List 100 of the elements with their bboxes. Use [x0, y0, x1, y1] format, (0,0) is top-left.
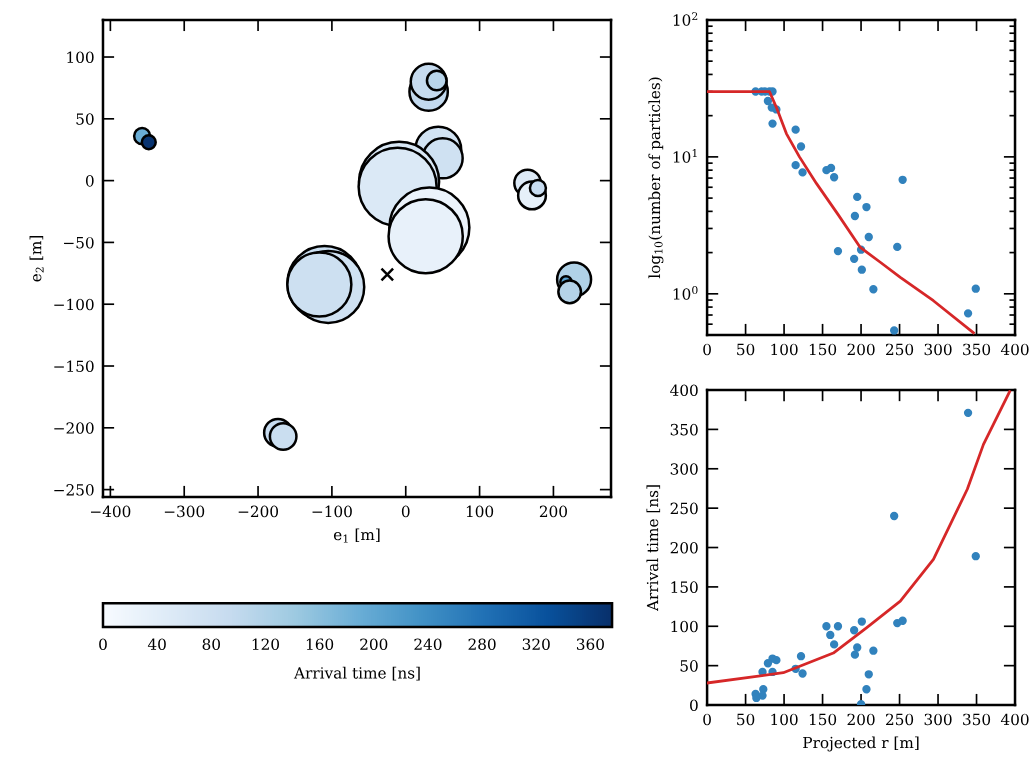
x-tick-label: 300	[924, 713, 952, 726]
point	[850, 650, 860, 659]
y-axis-title: log$_{10}$(number of particles)	[648, 77, 664, 279]
x-tick-label: −100	[312, 505, 352, 518]
x-tick-label: 200	[847, 343, 875, 356]
y-tick-label: 150	[671, 581, 698, 593]
point	[826, 630, 835, 640]
x-tick-label: 100	[771, 343, 798, 356]
point	[798, 168, 807, 177]
point	[763, 659, 773, 668]
point	[864, 670, 873, 679]
x-tick-label: 250	[886, 343, 914, 356]
y-tick-label: 100	[671, 620, 698, 633]
point	[857, 617, 866, 626]
point	[850, 211, 860, 221]
y-tick-label: 0	[690, 699, 698, 712]
x-tick-label: 50	[737, 343, 755, 356]
x-tick-label: −400	[91, 505, 131, 518]
y-tick-label: 50	[680, 660, 698, 672]
x-tick-label: 400	[1000, 343, 1029, 356]
y-tick-label: 300	[670, 463, 698, 475]
y-tick-label: 10$^{2}$	[673, 12, 698, 26]
point	[889, 326, 899, 335]
color-bar-label: 40	[147, 638, 166, 650]
y-tick-label: 10$^{1}$	[673, 149, 697, 163]
color-bar-title: Arrival time [ns]	[293, 666, 420, 681]
point	[791, 125, 800, 134]
y-tick-label: −200	[54, 422, 94, 434]
point	[963, 309, 973, 318]
x-tick-label: 150	[809, 343, 837, 356]
x-tick-label: 50	[737, 713, 755, 726]
point	[833, 622, 843, 631]
y-tick-label: 10$^{0}$	[673, 286, 698, 300]
y-tick-label: 400	[670, 384, 698, 397]
point	[963, 408, 973, 418]
point	[898, 175, 907, 184]
y-tick-label: −250	[54, 484, 94, 496]
color-bar-label: 280	[468, 638, 496, 650]
x-tick-label: 350	[963, 713, 991, 726]
point	[763, 96, 773, 106]
x-tick-label: 250	[886, 713, 914, 726]
y-tick-label: −150	[54, 360, 94, 373]
point	[857, 265, 866, 274]
point	[853, 192, 862, 202]
color-bar-label: 240	[414, 638, 442, 650]
color-bar-label: 360	[576, 638, 604, 650]
point	[833, 246, 843, 256]
point	[829, 173, 839, 182]
color-bar-label: 120	[252, 638, 280, 650]
x-tick-label: 0	[703, 343, 711, 356]
x-tick-label: 200	[539, 505, 567, 518]
x-tick-label: −200	[238, 505, 279, 518]
color-bar-label: 0	[99, 638, 107, 650]
color-bar-label: 160	[306, 638, 334, 650]
x-tick-label: 0	[703, 713, 711, 726]
y-axis-title: Arrival time [ns]	[646, 485, 661, 612]
y-tick-label: −100	[54, 298, 94, 311]
point	[864, 232, 873, 242]
point	[849, 254, 859, 264]
point	[971, 284, 980, 293]
point	[862, 202, 871, 212]
line-series	[707, 390, 1012, 685]
point	[889, 511, 899, 521]
point	[796, 142, 806, 151]
x-axis-title: e$_{1}$ [m]	[333, 528, 380, 543]
point	[869, 646, 878, 655]
point	[768, 119, 777, 128]
x-axis-title: Projected r [m]	[803, 736, 919, 752]
x-tick-label: 350	[963, 343, 991, 356]
point	[796, 652, 806, 661]
point	[893, 242, 902, 252]
y-tick-label: −50	[64, 236, 94, 249]
color-bar-label: 80	[202, 638, 221, 650]
x-tick-label: 100	[466, 505, 494, 518]
y-tick-label: 100	[67, 51, 94, 64]
point	[898, 616, 907, 625]
point	[829, 640, 839, 649]
x-tick-label: −300	[164, 505, 205, 518]
y-tick-label: 350	[670, 423, 698, 436]
y-tick-label: 50	[76, 113, 94, 125]
y-tick-label: 200	[670, 541, 698, 554]
point	[971, 552, 980, 561]
point	[798, 669, 807, 678]
color-bar-label: 320	[522, 638, 550, 650]
y-tick-label: 0	[85, 175, 94, 187]
x-tick-label: 150	[809, 713, 837, 726]
x-tick-label: 300	[924, 343, 952, 356]
x-tick-label: 400	[1000, 713, 1029, 726]
point	[826, 163, 836, 173]
point	[869, 285, 878, 294]
point	[853, 643, 862, 652]
x-tick-label: 100	[771, 713, 798, 726]
x-tick-label: 0	[401, 505, 410, 518]
color-bar-label: 200	[360, 638, 388, 650]
point	[791, 160, 800, 170]
point	[849, 626, 859, 635]
point	[822, 622, 831, 631]
y-axis-title: e$_{2}$ [m]	[29, 235, 44, 282]
point	[862, 685, 871, 694]
x-tick-label: 200	[847, 713, 875, 726]
